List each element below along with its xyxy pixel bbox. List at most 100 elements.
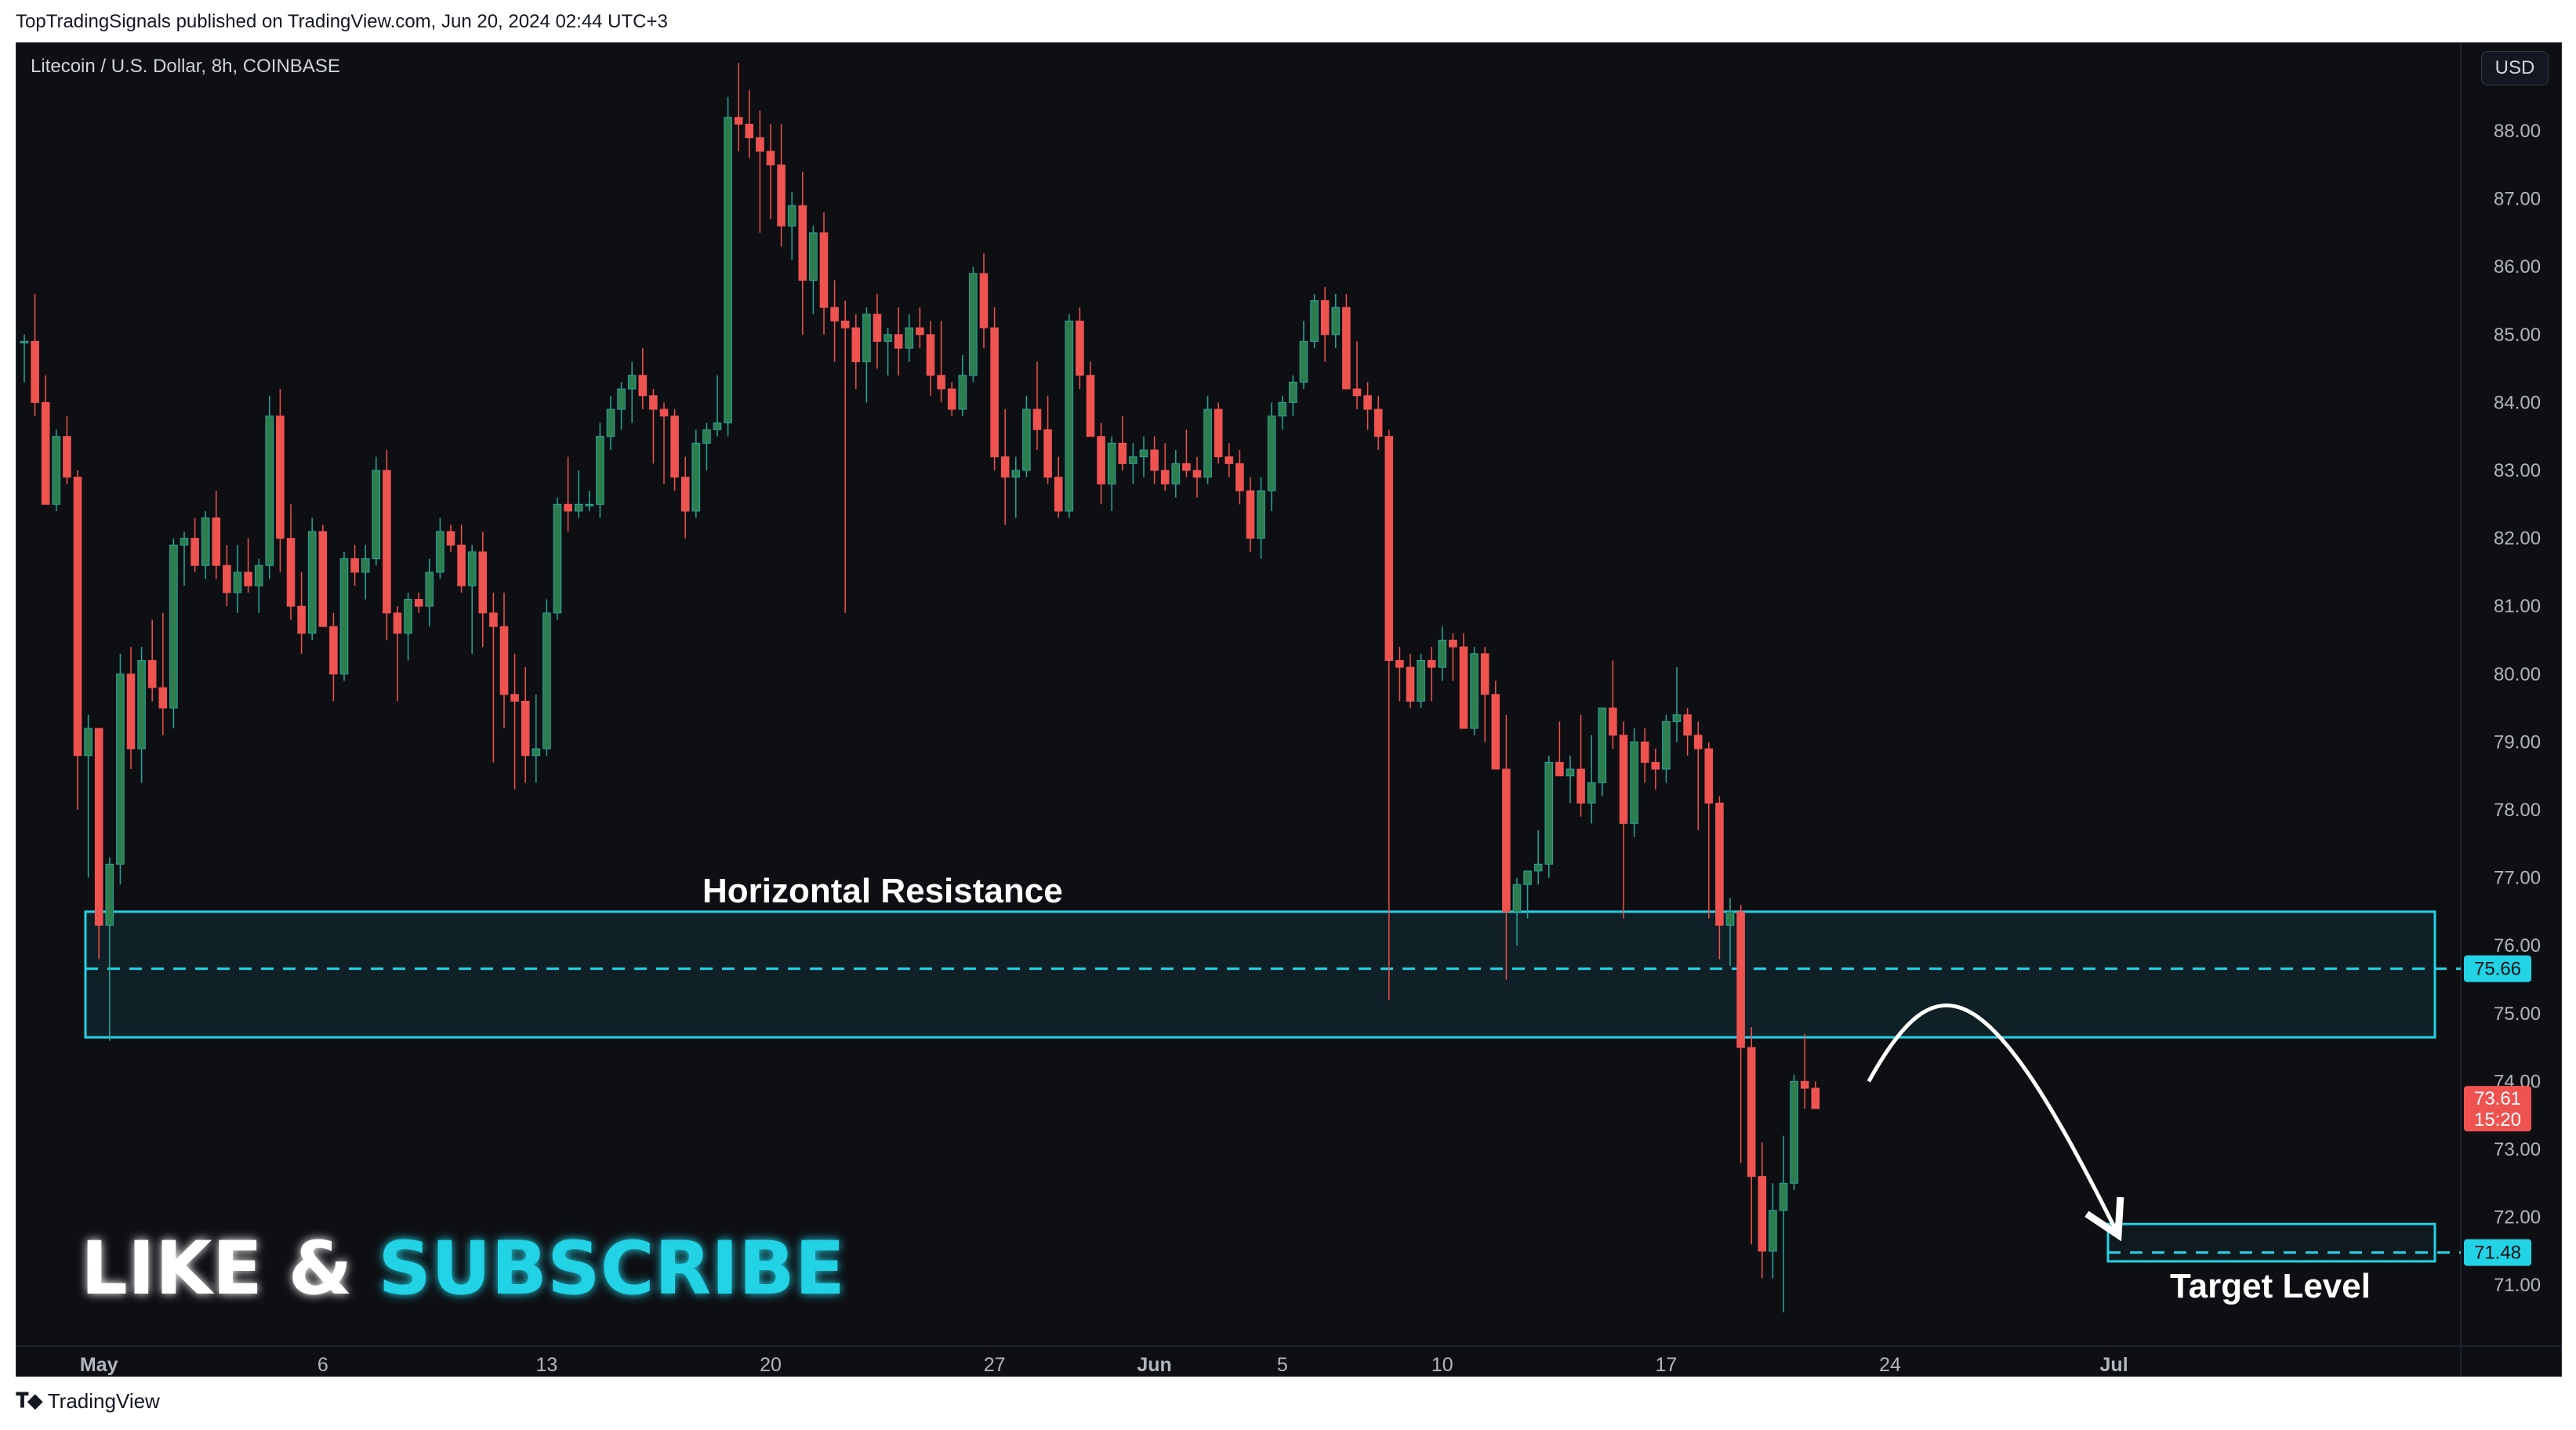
candle-body <box>1715 802 1724 926</box>
countdown-label: 15:20 <box>2474 1109 2521 1131</box>
candle-body <box>1086 375 1095 437</box>
candle-body <box>180 538 189 546</box>
candlestick-chart[interactable]: 88.00 87.00 86.00 85.00 84.00 83.00 82.00 81.00… <box>16 43 2561 1376</box>
candle-body <box>446 531 455 546</box>
candle-body <box>1693 735 1703 749</box>
candle-body <box>457 544 466 586</box>
target-price-tag <box>2464 1239 2531 1266</box>
candle-body <box>510 694 519 702</box>
candle-body <box>521 700 530 757</box>
candle-body <box>1672 714 1682 722</box>
candle-body <box>1470 653 1478 729</box>
chart-panel[interactable]: 88.00 87.00 86.00 85.00 84.00 83.00 82.00 81.00… <box>16 42 2562 1377</box>
candle-body <box>1352 388 1362 397</box>
price-tick-label: 75.00 <box>2494 1004 2541 1025</box>
candle-body <box>1747 1047 1756 1178</box>
candle-body <box>649 395 658 410</box>
candle-body <box>1630 741 1638 824</box>
candle-body <box>670 416 679 478</box>
time-tick-label: 10 <box>1431 1354 1453 1376</box>
candle-body <box>627 375 637 390</box>
price-tick-label: 77.00 <box>2494 868 2541 889</box>
time-tick-label: 13 <box>535 1354 557 1376</box>
candle-body <box>1182 463 1191 471</box>
candle-body <box>1097 436 1105 485</box>
candle-body <box>1502 768 1511 913</box>
candle-body <box>489 612 498 627</box>
price-tick-label: 79.00 <box>2494 731 2541 753</box>
candle-body <box>329 626 338 675</box>
candle-body <box>787 205 796 227</box>
candle-body <box>158 687 168 709</box>
candle-body <box>1533 863 1543 872</box>
candle-body <box>84 728 93 757</box>
candle-body <box>1683 714 1692 736</box>
candle-body <box>1022 408 1031 471</box>
candle-body <box>116 673 125 865</box>
candle-body <box>574 503 583 512</box>
candle-body <box>1619 735 1628 824</box>
candle-body <box>1310 300 1319 342</box>
candle-body <box>1267 416 1276 492</box>
candle-body <box>1246 490 1255 539</box>
time-tick-label: 24 <box>1879 1354 1901 1376</box>
candle-body <box>596 436 604 505</box>
time-tick-label: 20 <box>760 1354 782 1376</box>
candle-body <box>383 470 391 614</box>
like-subscribe-cta: LIKE & SUBSCRIBE <box>81 1226 845 1312</box>
time-tick-label: 17 <box>1655 1354 1677 1376</box>
candle-body <box>1523 870 1532 885</box>
currency-button[interactable]: USD <box>2481 51 2549 85</box>
candle-body <box>1214 408 1223 458</box>
target-label: Target Level <box>2170 1267 2371 1305</box>
time-tick-label: 5 <box>1277 1354 1288 1376</box>
candle-body <box>809 232 818 281</box>
candle-body <box>20 340 29 343</box>
candle-body <box>41 401 50 505</box>
candle-body <box>1395 659 1404 668</box>
time-tick-label: May <box>80 1354 118 1376</box>
candle-body <box>1609 707 1617 736</box>
candle-body <box>1576 768 1585 804</box>
candle-body <box>873 314 882 342</box>
projection-arrow <box>1867 1003 2124 1242</box>
candle-body <box>1150 449 1159 471</box>
price-tick-label: 88.00 <box>2494 121 2541 142</box>
candle-body <box>1651 761 1660 770</box>
candle-body <box>307 531 317 634</box>
candle-body <box>1587 782 1596 804</box>
candle-body <box>425 572 434 607</box>
tradingview-brand[interactable]: 𝐓◆ TradingView <box>16 1389 160 1414</box>
candle-body <box>830 307 839 321</box>
price-tick-label: 71.00 <box>2494 1275 2541 1296</box>
candle-body <box>862 314 871 362</box>
candle-body <box>1129 456 1137 464</box>
price-tick-label: 73.00 <box>2494 1139 2541 1160</box>
candle-body <box>1704 748 1714 804</box>
candle-body <box>286 538 296 607</box>
candle-body <box>819 232 829 308</box>
candle-body <box>969 273 978 376</box>
candle-body <box>1811 1087 1820 1109</box>
candle-body <box>1000 456 1010 478</box>
candle-body <box>638 375 648 397</box>
candle-body <box>756 137 764 152</box>
candle-body <box>478 551 488 614</box>
price-tick-label: 83.00 <box>2494 460 2541 481</box>
candle-body <box>1257 490 1265 539</box>
resistance-label: Horizontal Resistance <box>702 872 1063 910</box>
price-tick-label: 87.00 <box>2494 189 2541 210</box>
time-tick-label: Jul <box>2100 1354 2128 1376</box>
candle-body <box>1032 408 1042 430</box>
candle-body <box>1779 1182 1788 1211</box>
candle-body <box>606 408 615 437</box>
candle-body <box>1512 884 1522 913</box>
candle-body <box>702 429 711 444</box>
candle-body <box>958 375 967 410</box>
candle-body <box>990 327 999 458</box>
candle-body <box>318 531 328 627</box>
candle-body <box>244 572 252 586</box>
candle-body <box>713 422 722 430</box>
candle-body <box>1406 666 1415 702</box>
candle-body <box>212 517 221 566</box>
